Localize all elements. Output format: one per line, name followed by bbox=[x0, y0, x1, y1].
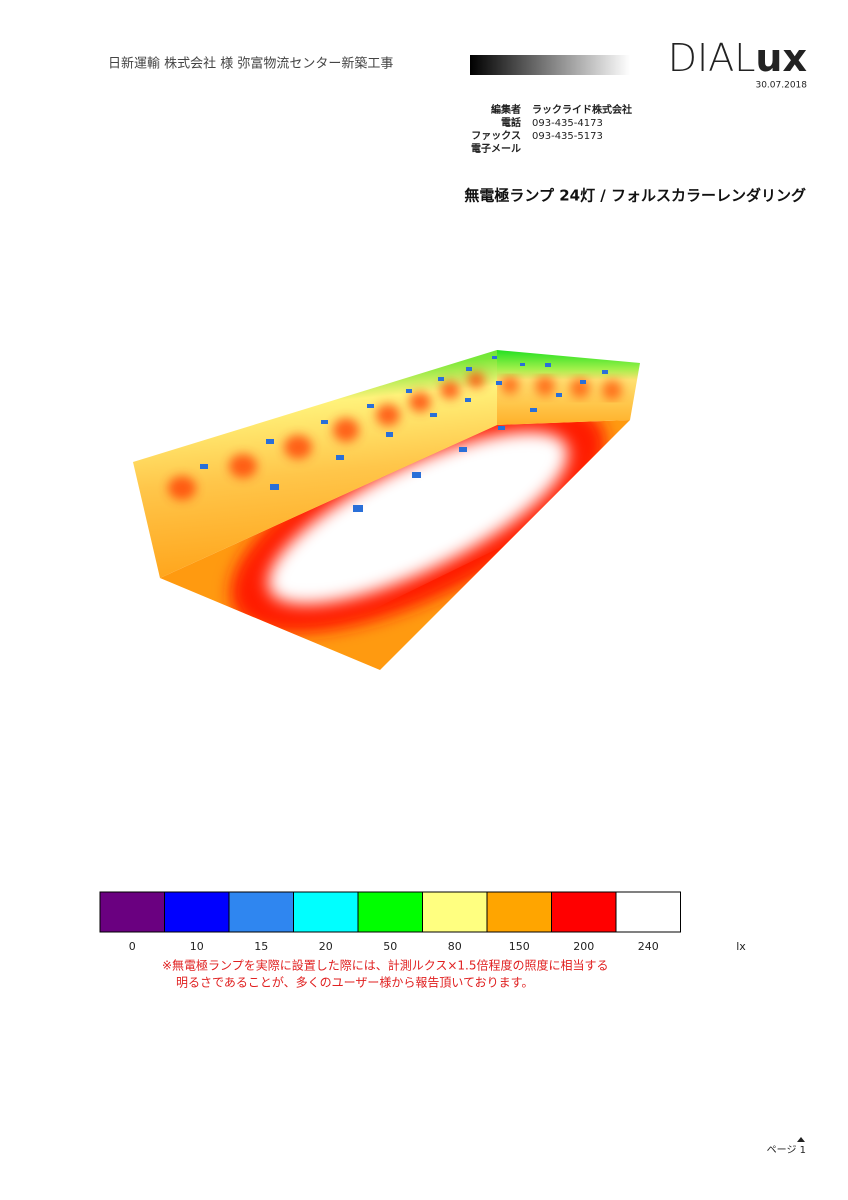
scale-label: 10 bbox=[190, 940, 204, 953]
note-line: ※無電極ランプを実際に設置した際には、計測ルクス×1.5倍程度の照度に相当する bbox=[162, 958, 608, 973]
logo-bold: ux bbox=[755, 36, 807, 80]
contact-label: ファックス bbox=[471, 130, 521, 142]
scale-swatch bbox=[357, 891, 423, 933]
logo: DIALux bbox=[668, 36, 807, 80]
contact-label: 電子メール bbox=[471, 143, 521, 155]
scale-label: 150 bbox=[509, 940, 530, 953]
scale-label: 200 bbox=[573, 940, 594, 953]
floor-white bbox=[267, 431, 569, 605]
date: 30.07.2018 bbox=[755, 81, 807, 91]
page-number: ページ 1 bbox=[767, 1145, 806, 1156]
project-name: 日新運輸 株式会社 様 弥富物流センター新築工事 bbox=[108, 56, 393, 72]
header-bar bbox=[470, 55, 630, 75]
contact-value: ラックライド株式会社 bbox=[532, 103, 632, 116]
scale-label: 15 bbox=[254, 940, 268, 953]
note-line: 明るさであることが、多くのユーザー様から報告頂いております。 bbox=[176, 975, 533, 990]
luminaires bbox=[200, 356, 608, 512]
scale-label: 80 bbox=[448, 940, 462, 953]
wall-right bbox=[497, 350, 640, 425]
scale-swatch bbox=[164, 891, 230, 933]
scale-label: 0 bbox=[129, 940, 136, 953]
scale-label: 20 bbox=[319, 940, 333, 953]
color-scale: 0 10 15 20 50 80 150 200 240 lx bbox=[99, 891, 746, 953]
scale-swatch bbox=[422, 891, 488, 933]
rendering bbox=[133, 350, 640, 670]
scale-label: 50 bbox=[383, 940, 397, 953]
scale-swatch bbox=[486, 891, 552, 933]
scale-swatch bbox=[615, 891, 681, 933]
scale-swatch bbox=[293, 891, 359, 933]
wall-left bbox=[133, 350, 497, 578]
title: 無電極ランプ 24灯 / フォルスカラーレンダリング bbox=[464, 187, 806, 205]
contact-label: 編集者 bbox=[491, 103, 521, 116]
scale-swatch bbox=[99, 891, 165, 933]
header: 日新運輸 株式会社 様 弥富物流センター新築工事 DIALux 30.07.20… bbox=[108, 36, 807, 91]
contact-label: 電話 bbox=[501, 116, 521, 129]
contact-value: 093-435-4173 bbox=[532, 118, 603, 129]
note: ※無電極ランプを実際に設置した際には、計測ルクス×1.5倍程度の照度に相当する明… bbox=[162, 958, 608, 990]
logo-light: DIAL bbox=[668, 36, 756, 80]
page-arrow bbox=[797, 1137, 805, 1142]
scale-label: 240 bbox=[638, 940, 659, 953]
scale-swatch bbox=[228, 891, 294, 933]
scale-swatch bbox=[551, 891, 617, 933]
contact-value: 093-435-5173 bbox=[532, 131, 603, 142]
scale-unit: lx bbox=[736, 940, 746, 953]
